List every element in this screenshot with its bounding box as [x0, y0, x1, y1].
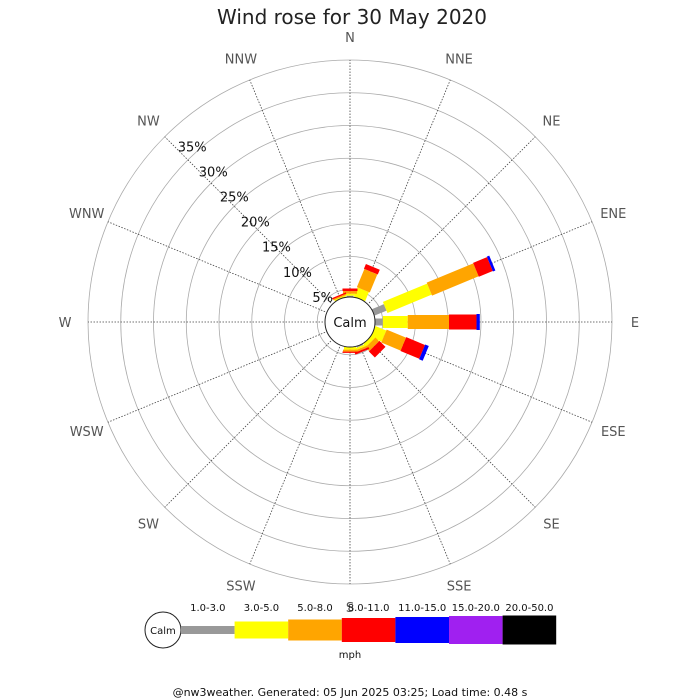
direction-label-ene: ENE	[600, 207, 626, 222]
radial-tick-label-20: 20%	[241, 216, 270, 231]
direction-label-nne: NNE	[445, 53, 473, 68]
direction-label-n: N	[345, 31, 355, 46]
direction-label-se: SE	[543, 518, 559, 533]
legend-label-5-0-8-0: 5.0-8.0	[297, 603, 332, 614]
bar-nne-8-0-11-0	[363, 263, 380, 275]
legend-label-15-0-20-0: 15.0-20.0	[452, 603, 500, 614]
bar-sse-8-0-11-0	[354, 347, 370, 355]
bar-se-5-0-8-0	[365, 337, 380, 352]
direction-label-sw: SW	[138, 518, 159, 533]
direction-label-e: E	[631, 316, 639, 331]
direction-label-wnw: WNW	[69, 207, 105, 222]
bar-ene-8-0-11-0	[473, 257, 493, 277]
direction-label-ese: ESE	[601, 425, 626, 440]
radial-tick-labels: 5%10% 15% 20% 25% 30% 35%	[178, 140, 333, 306]
legend-swatch-11-0-15-0	[395, 617, 449, 643]
legend-swatch-15-0-20-0	[449, 616, 503, 644]
direction-label-w: W	[59, 316, 72, 331]
legend-swatch-20-0-50-0	[502, 615, 557, 645]
bar-ene-3-0-5-0	[382, 283, 432, 313]
radial-tick-label-10: 10%	[283, 266, 312, 281]
bar-nnw-8-0-11-0	[331, 292, 347, 300]
legend-label-20-0-50-0: 20.0-50.0	[505, 603, 553, 614]
bar-sse-5-0-8-0	[354, 345, 369, 353]
bar-sse-3-0-5-0	[354, 344, 367, 351]
direction-label-nnw: NNW	[225, 53, 257, 68]
legend: Calm 1.0-3.0 3.0-5.0 5.0-8.0 8.0-11.0 11.0-1…	[144, 603, 557, 661]
direction-label-sse: SSE	[447, 579, 472, 594]
bar-ene-5-0-8-0	[426, 263, 479, 296]
radial-tick-label-15: 15%	[262, 241, 291, 256]
bar-ene-11-0-15-0	[486, 255, 496, 272]
legend-unit: mph	[339, 650, 361, 661]
legend-label-3-0-5-0: 3.0-5.0	[244, 603, 279, 614]
bar-ese-11-0-15-0	[419, 344, 429, 361]
legend-calm-label: Calm	[150, 626, 176, 637]
legend-label-1-0-3-0: 1.0-3.0	[190, 603, 225, 614]
calm-center: Calm	[324, 296, 376, 348]
wind-bars	[331, 255, 496, 361]
direction-label-nw: NW	[137, 114, 160, 129]
legend-label-11-0-15-0: 11.0-15.0	[398, 603, 446, 614]
direction-label-wsw: WSW	[70, 425, 104, 440]
radial-tick-label-5: 5%	[312, 291, 333, 306]
direction-labels: N NNE NE ENE E ESE SE SSE S SSW SW WSW W WNW NW NNW	[59, 31, 640, 616]
radial-tick-label-30: 30%	[199, 165, 228, 180]
calm-label: Calm	[333, 316, 366, 331]
radial-tick-label-25: 25%	[220, 191, 249, 206]
bar-ese-8-0-11-0	[400, 337, 425, 359]
legend-swatch-5-0-8-0	[288, 619, 342, 641]
calm-circle	[324, 296, 376, 348]
legend-swatch-8-0-11-0	[341, 618, 396, 642]
bar-ese-5-0-8-0	[381, 329, 407, 351]
footer-text: @nw3weather. Generated: 05 Jun 2025 03:2…	[173, 686, 528, 699]
bar-ene-1-0-3-0	[371, 304, 387, 316]
direction-label-ssw: SSW	[226, 579, 256, 594]
bar-nne-3-0-5-0	[354, 287, 369, 302]
legend-swatch-3-0-5-0	[234, 621, 289, 639]
legend-swatch-1-0-3-0	[181, 626, 235, 634]
ring-20	[218, 190, 482, 454]
legend-label-8-0-11-0: 8.0-11.0	[348, 603, 390, 614]
bar-se-8-0-11-0	[368, 340, 386, 358]
bar-se-3-0-5-0	[363, 335, 375, 347]
chart-title: Wind rose for 30 May 2020	[217, 5, 487, 29]
direction-label-ne: NE	[543, 114, 561, 129]
radial-tick-label-35: 35%	[178, 140, 207, 155]
ring-25	[185, 157, 515, 487]
bar-nnw-5-0-8-0	[332, 293, 347, 301]
bar-ese-3-0-5-0	[370, 326, 387, 342]
bar-nne-5-0-8-0	[356, 268, 378, 293]
direction-label-s: S	[346, 601, 354, 616]
